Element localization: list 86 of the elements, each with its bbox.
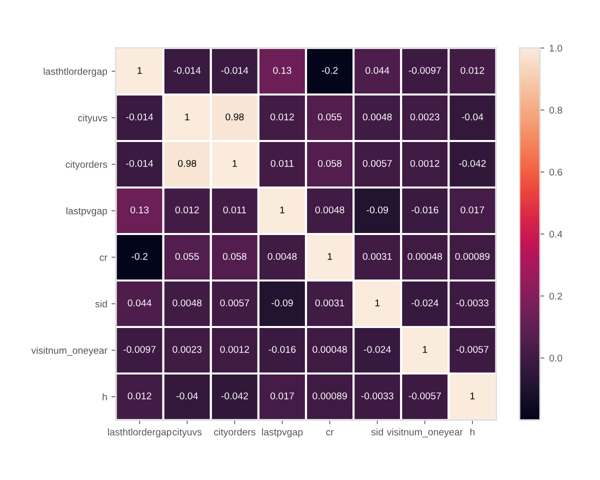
color-bar-label: 0.2 (549, 292, 562, 300)
y-tick-label: h (102, 393, 107, 400)
data-label: 0.0048 (268, 252, 297, 260)
data-label: -0.0033 (456, 299, 488, 306)
data-label: -0.016 (268, 346, 296, 353)
data-label: 0.044 (128, 299, 152, 306)
data-label: 1 (328, 253, 332, 260)
data-label: 0.0048 (172, 299, 202, 306)
y-tick-label: cr (100, 256, 108, 261)
data-label: 0.98 (178, 160, 196, 167)
data-label: 0.012 (270, 113, 294, 120)
data-label: 0.012 (175, 206, 199, 214)
data-label: 0.0057 (220, 299, 250, 306)
x-tick-label: cityorders (214, 428, 256, 438)
y-tick-label: lasthtlordergap (44, 68, 108, 77)
x-tick-label: lastpvgap (262, 428, 303, 438)
data-label: -0.014 (221, 66, 248, 74)
x-tick-label: sid (371, 428, 383, 436)
color-bar-label: 0.8 (549, 106, 562, 114)
data-label: 0.017 (460, 206, 484, 214)
data-label: -0.016 (412, 206, 438, 214)
data-label: -0.0097 (124, 346, 156, 353)
data-label: 0.98 (226, 113, 244, 120)
x-tick-label: h (470, 428, 474, 436)
data-label: 1 (470, 392, 475, 400)
data-label: 1 (375, 300, 380, 306)
data-label: 0.0048 (315, 206, 344, 214)
color-bar-label: 1.0 (550, 44, 562, 52)
data-label: 0.0012 (220, 346, 250, 353)
data-label: -0.09 (272, 299, 293, 306)
data-label: 0.055 (318, 113, 342, 120)
data-label: 0.0023 (172, 346, 202, 353)
data-label: 1 (138, 67, 142, 74)
data-label: 0.0057 (362, 160, 392, 167)
data-label: 0.011 (223, 206, 246, 214)
y-tick-label: cityorders (66, 160, 108, 170)
data-label: 0.0031 (362, 252, 392, 260)
data-label: 0.00048 (408, 252, 442, 260)
data-label: 0.00048 (312, 346, 347, 353)
color-bar-label: 0.4 (549, 230, 562, 238)
x-tick-label: lasthtlordergap (108, 428, 172, 438)
data-label: 0.012 (128, 392, 152, 400)
data-label: -0.2 (132, 252, 148, 260)
data-label: -0.014 (174, 66, 201, 74)
data-label: 0.0012 (410, 160, 440, 167)
data-label: -0.2 (322, 66, 338, 74)
data-label: 0.0031 (315, 299, 344, 306)
color-bar-label: 0.0 (549, 354, 562, 362)
data-label: -0.0057 (408, 392, 441, 400)
data-label: 0.13 (273, 66, 292, 74)
data-label: 1 (280, 206, 284, 214)
data-label: -0.024 (364, 346, 391, 353)
data-label: 0.011 (270, 160, 294, 167)
x-tick-label: cr (326, 430, 334, 436)
data-label: 0.055 (175, 252, 199, 260)
color-bar-label: 0.6 (549, 168, 562, 176)
y-tick-label: lastpvgap (66, 207, 108, 216)
data-label: -0.0097 (408, 66, 441, 74)
data-label: 0.00089 (455, 252, 490, 260)
data-label: -0.04 (462, 113, 484, 120)
data-label: 0.0048 (362, 113, 392, 120)
data-label: 0.13 (130, 206, 149, 214)
data-label: -0.014 (126, 113, 154, 120)
data-label: 1 (232, 160, 237, 167)
data-label: -0.0057 (456, 346, 488, 353)
data-label: 0.044 (366, 66, 390, 74)
data-label: -0.014 (126, 160, 154, 167)
y-tick-label: visitnum_oneyear (31, 346, 108, 356)
data-label: 1 (422, 346, 428, 353)
data-label: 0.058 (222, 252, 246, 260)
x-tick-label: visitnum_oneyear (386, 428, 463, 438)
data-label: 0.012 (460, 66, 484, 74)
data-label: 0.0023 (410, 113, 440, 120)
data-label: 0.058 (318, 160, 342, 167)
data-label: 0.017 (270, 392, 294, 400)
data-label: -0.042 (221, 392, 248, 400)
data-label: -0.09 (366, 206, 388, 214)
y-tick-label: sid (95, 300, 107, 308)
y-tick-label: cityuvs (78, 114, 108, 124)
data-label: 0.00089 (312, 392, 347, 400)
x-tick-label: cityuvs (172, 428, 202, 438)
data-label: -0.042 (459, 160, 486, 167)
data-label: -0.0033 (361, 392, 394, 400)
data-label: -0.024 (412, 299, 438, 306)
data-label: 1 (185, 114, 190, 120)
data-label: -0.04 (176, 392, 198, 400)
